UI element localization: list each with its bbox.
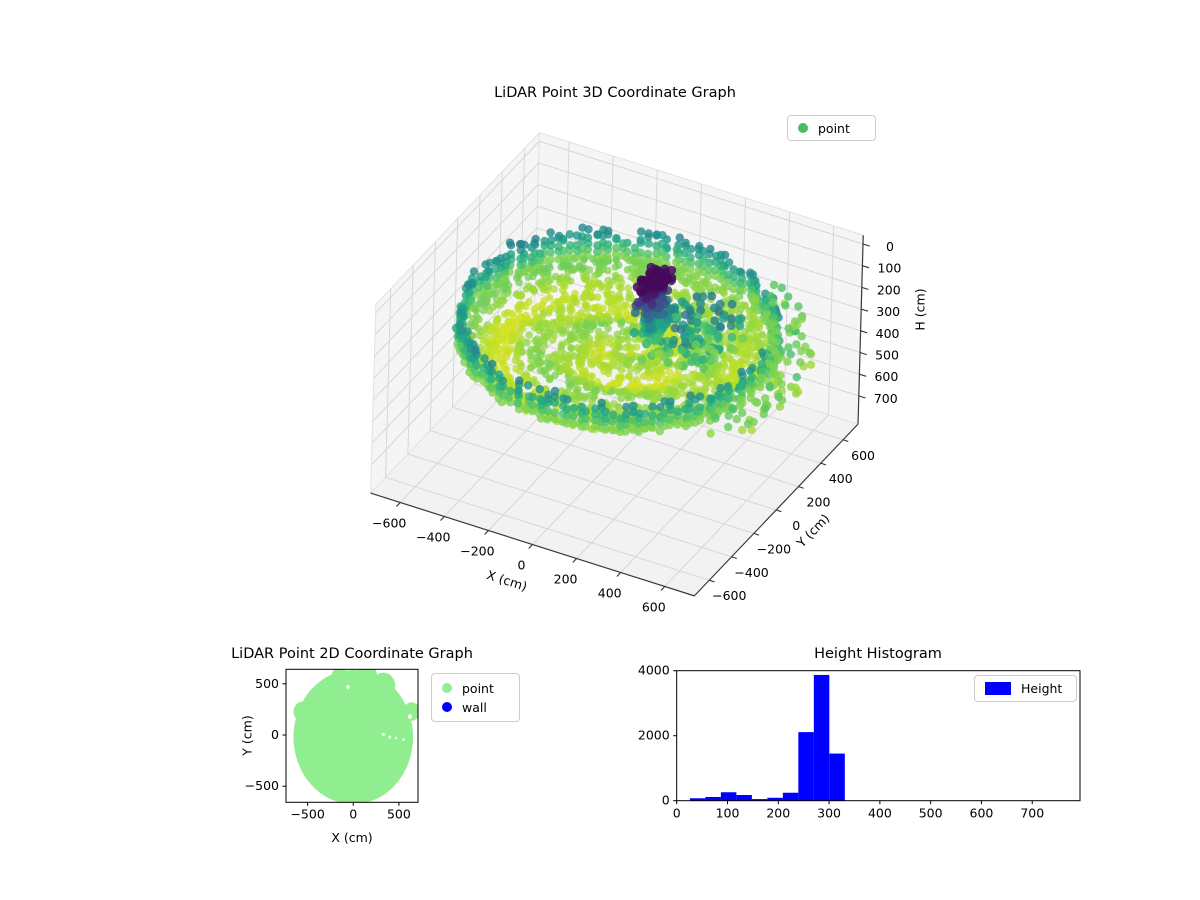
plot2d-legend-entry-point: point [432, 679, 519, 698]
plot3d-tick-labels: −600−400−2000200400600−600−400−200020040… [372, 239, 901, 614]
point-marker-icon [442, 683, 452, 693]
svg-text:600: 600 [642, 599, 666, 614]
svg-text:500: 500 [875, 348, 899, 363]
svg-text:0: 0 [518, 557, 526, 572]
svg-text:0: 0 [673, 806, 681, 821]
svg-text:600: 600 [874, 369, 898, 384]
histogram-title: Height Histogram [814, 646, 942, 662]
svg-text:−600: −600 [712, 588, 746, 603]
svg-text:300: 300 [876, 304, 900, 319]
svg-text:500: 500 [387, 806, 411, 821]
svg-text:400: 400 [598, 585, 622, 600]
svg-text:0: 0 [792, 518, 800, 533]
svg-text:2000: 2000 [638, 728, 670, 743]
plot3d-title: LiDAR Point 3D Coordinate Graph [494, 85, 736, 101]
plot2d-axes: −500 0 500 −500 0 500 [245, 668, 419, 821]
histogram-legend: Height [974, 675, 1077, 702]
svg-text:200: 200 [766, 806, 790, 821]
plot2d-title: LiDAR Point 2D Coordinate Graph [231, 646, 473, 662]
svg-text:400: 400 [829, 471, 853, 486]
histogram-axes: 0 100 200 300 400 500 600 700 0 2000 4000 [638, 663, 1081, 821]
svg-text:0: 0 [886, 239, 894, 254]
svg-text:400: 400 [868, 806, 892, 821]
svg-text:300: 300 [817, 806, 841, 821]
svg-text:100: 100 [716, 806, 740, 821]
svg-text:400: 400 [876, 326, 900, 341]
svg-text:0: 0 [349, 806, 357, 821]
plot3d-points [451, 223, 816, 438]
plot2d-legend-entry-wall: wall [432, 698, 519, 717]
svg-text:200: 200 [554, 571, 578, 586]
svg-text:−600: −600 [372, 515, 406, 530]
svg-text:−500: −500 [290, 806, 324, 821]
svg-text:−400: −400 [734, 565, 768, 580]
plot3d-legend-entry: point [788, 119, 875, 138]
plot2d-legend: point wall [431, 673, 520, 722]
svg-text:100: 100 [877, 261, 901, 276]
wall-marker-icon [442, 702, 452, 712]
plot2d-point-blob [293, 669, 418, 803]
svg-text:4000: 4000 [638, 663, 670, 678]
plot2d-legend-label-wall: wall [462, 699, 487, 715]
point-marker-icon [798, 123, 808, 133]
svg-text:500: 500 [919, 806, 943, 821]
histogram-legend-label: Height [1021, 681, 1063, 696]
svg-text:−500: −500 [245, 778, 279, 793]
plot3d-axes: −600−400−2000200400600−600−400−200020040… [369, 131, 901, 614]
svg-text:700: 700 [874, 391, 898, 406]
histogram-bars [689, 674, 845, 801]
svg-text:600: 600 [851, 448, 875, 463]
svg-text:200: 200 [877, 282, 901, 297]
histogram-legend-entry: Height [975, 679, 1076, 698]
plot2d-xaxis-label: X (cm) [331, 830, 373, 845]
svg-text:600: 600 [970, 806, 994, 821]
svg-text:−400: −400 [416, 529, 450, 544]
svg-text:700: 700 [1020, 806, 1044, 821]
plot3d-zaxis-label: H (cm) [912, 288, 928, 331]
plot2d-yaxis-label: Y (cm) [239, 715, 255, 756]
svg-text:500: 500 [255, 676, 279, 691]
svg-text:0: 0 [271, 727, 279, 742]
svg-text:200: 200 [807, 495, 831, 510]
svg-text:−200: −200 [460, 543, 494, 558]
plot3d-legend-label: point [818, 120, 850, 136]
plot2d-legend-label-point: point [462, 680, 494, 696]
height-series-swatch-icon [985, 682, 1011, 695]
svg-text:−200: −200 [757, 541, 791, 556]
plot3d-legend: point [787, 115, 876, 141]
svg-text:0: 0 [662, 793, 670, 808]
